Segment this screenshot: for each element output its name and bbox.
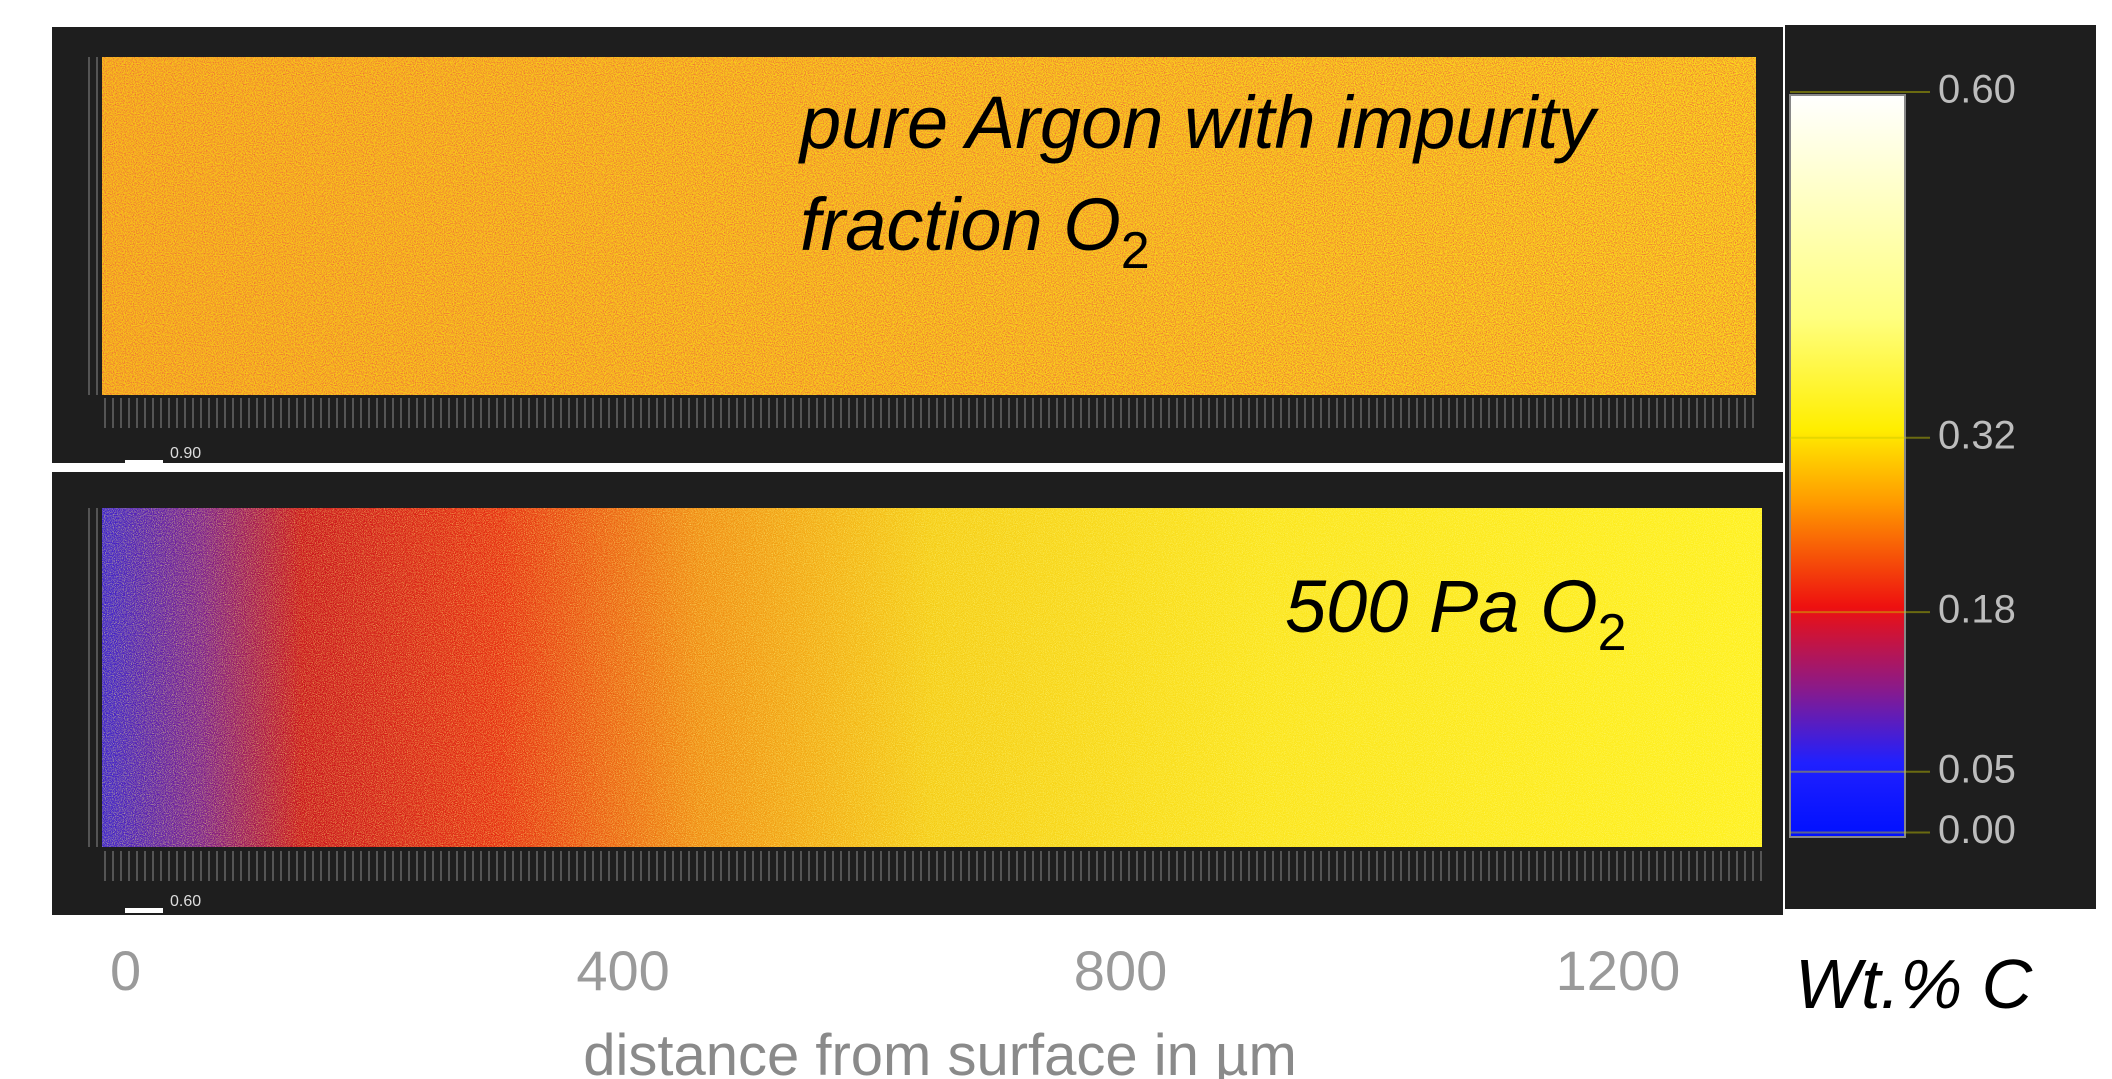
figure: Wt.% C distance from surface in µm 0 400 8… [0,0,2112,1079]
pixel-ruler [88,508,98,847]
panel-label: 500 Pa O2 [1285,565,1627,662]
colorbar [1790,95,1905,837]
scale-bar [125,460,163,465]
colorbar-tick-label: 0.18 [1938,588,2016,632]
label-subscript: 2 [1121,222,1150,280]
panel-label: fraction O2 [800,183,1150,280]
pixel-ruler [102,851,1762,881]
scale-label: 0.60 [170,893,201,910]
pixel-ruler [88,57,98,395]
label-text: fraction O [800,183,1121,266]
x-tick-label: 1200 [1556,939,1681,1002]
x-tick-label: 800 [1074,939,1167,1002]
label-text: 500 Pa O [1285,565,1598,648]
x-tick-label: 0 [110,939,141,1002]
x-axis-label: distance from surface in µm [583,1023,1297,1079]
label-subscript: 2 [1598,604,1627,662]
label-text: pure Argon with impurity [798,81,1599,164]
x-tick-label: 400 [576,939,669,1002]
colorbar-tick-label: 0.00 [1938,808,2016,852]
pixel-ruler [102,398,1756,428]
map-noise [102,508,1762,847]
colorbar-label: Wt.% C [1795,945,2033,1023]
scale-label: 0.90 [170,445,201,462]
scale-bar [125,908,163,913]
panel-label: pure Argon with impurity [798,81,1599,164]
colorbar-tick-label: 0.05 [1938,747,2016,791]
colorbar-tick-label: 0.60 [1938,68,2016,112]
colorbar-tick-label: 0.32 [1938,413,2016,457]
page: {"chart_data": { "type": "heatmap", "x_l… [0,0,2112,1079]
